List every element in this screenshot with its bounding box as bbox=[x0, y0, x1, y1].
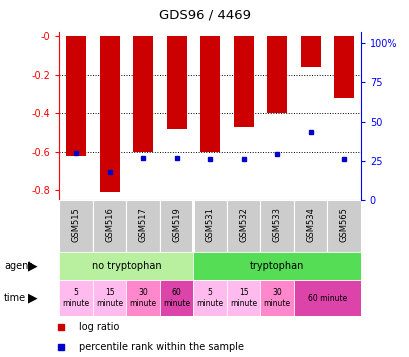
Bar bbox=[93, 200, 126, 252]
Bar bbox=[293, 200, 326, 252]
Text: ▶: ▶ bbox=[28, 260, 37, 272]
Text: GSM531: GSM531 bbox=[205, 207, 214, 242]
Bar bbox=[59, 252, 193, 280]
Text: 5
minute: 5 minute bbox=[196, 288, 223, 308]
Bar bbox=[200, 36, 220, 152]
Bar bbox=[266, 36, 286, 113]
Text: time: time bbox=[4, 293, 26, 303]
Bar bbox=[160, 280, 193, 316]
Bar bbox=[59, 280, 93, 316]
Text: tryptophan: tryptophan bbox=[249, 261, 303, 271]
Text: no tryptophan: no tryptophan bbox=[91, 261, 161, 271]
Bar bbox=[300, 36, 320, 67]
Bar bbox=[59, 200, 93, 252]
Text: GSM517: GSM517 bbox=[138, 207, 147, 242]
Text: GSM515: GSM515 bbox=[72, 207, 81, 242]
Text: 15
minute: 15 minute bbox=[229, 288, 256, 308]
Bar bbox=[166, 36, 186, 129]
Bar bbox=[233, 36, 253, 127]
Text: agent: agent bbox=[4, 261, 32, 271]
Bar bbox=[133, 36, 153, 152]
Text: 30
minute: 30 minute bbox=[129, 288, 156, 308]
Text: 60 minute: 60 minute bbox=[307, 293, 346, 303]
Text: GSM519: GSM519 bbox=[172, 207, 181, 242]
Text: 15
minute: 15 minute bbox=[96, 288, 123, 308]
Bar bbox=[293, 280, 360, 316]
Bar bbox=[326, 200, 360, 252]
Text: GSM565: GSM565 bbox=[339, 207, 348, 242]
Text: 5
minute: 5 minute bbox=[63, 288, 90, 308]
Bar bbox=[226, 280, 260, 316]
Text: GSM532: GSM532 bbox=[238, 207, 247, 242]
Bar bbox=[160, 200, 193, 252]
Bar bbox=[333, 36, 353, 98]
Bar bbox=[66, 36, 86, 156]
Bar bbox=[226, 200, 260, 252]
Text: ▶: ▶ bbox=[28, 292, 37, 305]
Text: log ratio: log ratio bbox=[79, 322, 119, 332]
Bar bbox=[93, 280, 126, 316]
Bar bbox=[99, 36, 119, 192]
Bar bbox=[260, 280, 293, 316]
Bar bbox=[193, 280, 226, 316]
Text: GDS96 / 4469: GDS96 / 4469 bbox=[159, 9, 250, 22]
Text: GSM533: GSM533 bbox=[272, 207, 281, 242]
Bar bbox=[126, 200, 160, 252]
Bar bbox=[260, 200, 293, 252]
Text: GSM516: GSM516 bbox=[105, 207, 114, 242]
Text: 60
minute: 60 minute bbox=[163, 288, 190, 308]
Bar bbox=[126, 280, 160, 316]
Bar bbox=[193, 200, 226, 252]
Text: GSM534: GSM534 bbox=[306, 207, 314, 242]
Text: 30
minute: 30 minute bbox=[263, 288, 290, 308]
Bar bbox=[193, 252, 360, 280]
Text: percentile rank within the sample: percentile rank within the sample bbox=[79, 342, 243, 352]
